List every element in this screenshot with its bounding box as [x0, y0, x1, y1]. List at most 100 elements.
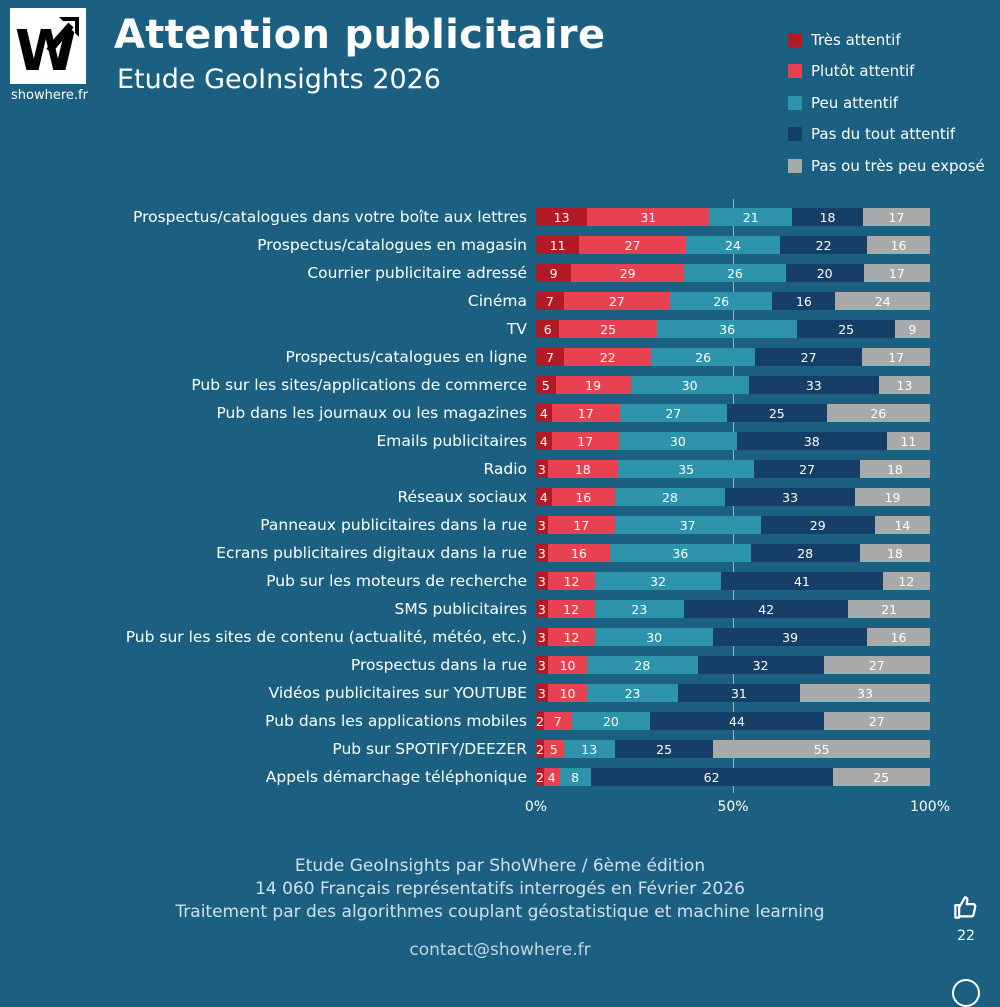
bar-segment: 17: [547, 516, 615, 534]
row-bars: 3 12 30 39 16: [536, 628, 930, 646]
row-label: Pub sur SPOTIFY/DEEZER: [332, 740, 527, 758]
bar-segment: 19: [855, 488, 930, 506]
row-bars: 3 10 28 32 27: [536, 656, 930, 674]
axis-tick: 50%: [717, 799, 749, 815]
row-label: Cinéma: [467, 292, 527, 310]
bar-segment: 33: [748, 376, 879, 394]
row-label: Prospectus/catalogues dans votre boîte a…: [133, 208, 527, 226]
row-label: Pub sur les moteurs de recherche: [266, 572, 527, 590]
row-label: Pub dans les journaux ou les magazines: [216, 404, 527, 422]
bar-segment: 5: [536, 376, 556, 394]
row-bars: 4 17 27 25 26: [536, 404, 930, 422]
row-label: Réseaux sociaux: [397, 488, 527, 506]
bar-segment: 55: [713, 740, 930, 758]
legend-item: Peu attentif: [788, 87, 985, 119]
bar-segment: 13: [878, 376, 930, 394]
row-bars: 2 7 20 44 27: [536, 712, 930, 730]
chart-row: Prospectus/catalogues dans votre boîte a…: [0, 203, 1000, 231]
page-subtitle: Etude GeoInsights 2026: [117, 64, 441, 95]
bar-segment: 27: [754, 460, 860, 478]
chart-row: Vidéos publicitaires sur YOUTUBE 3 10 23 31 3…: [0, 679, 1000, 707]
footer-line-2: 14 060 Français représentatifs interrogé…: [255, 879, 745, 899]
bar-segment: 18: [792, 208, 864, 226]
bar-segment: 29: [571, 264, 685, 282]
bar-segment: 3: [536, 656, 548, 674]
chart-row: Prospectus/catalogues en magasin 11 27 24 22…: [0, 231, 1000, 259]
bar-segment: 3: [536, 460, 548, 478]
bar-segment: 18: [547, 460, 618, 478]
stacked-bar-chart: Prospectus/catalogues dans votre boîte a…: [0, 199, 1000, 820]
bar-segment: 26: [651, 348, 755, 366]
bar-segment: 12: [547, 600, 595, 618]
bar-segment: 62: [590, 768, 833, 786]
bar-segment: 4: [543, 768, 560, 786]
bar-segment: 2: [536, 740, 544, 758]
bar-segment: 23: [594, 600, 685, 618]
bar-segment: 14: [874, 516, 930, 534]
comment-icon[interactable]: [952, 979, 980, 1007]
bar-segment: 25: [727, 404, 827, 422]
bar-segment: 25: [832, 768, 930, 786]
bar-segment: 20: [571, 712, 651, 730]
chart-rows: Prospectus/catalogues dans votre boîte a…: [0, 199, 1000, 793]
chart-row: Cinéma 7 27 26 16 24: [0, 287, 1000, 315]
bar-segment: 16: [551, 488, 615, 506]
footer-line-1: Etude GeoInsights par ShoWhere / 6ème éd…: [294, 856, 706, 876]
axis-tick: 100%: [909, 799, 951, 815]
bar-segment: 26: [669, 292, 773, 310]
row-bars: 11 27 24 22 16: [536, 236, 931, 254]
chart-row: Pub sur les moteurs de recherche 3 12 32 41 1…: [0, 567, 1000, 595]
bar-segment: 25: [797, 320, 895, 338]
page-title: Attention publicitaire: [114, 12, 606, 58]
row-bars: 13 31 21 18 17: [536, 208, 930, 226]
legend: Très attentif Plutôt attentif Peu attentif…: [788, 24, 985, 182]
row-label: Prospectus/catalogues en ligne: [285, 348, 527, 366]
showhere-logo: W: [10, 8, 86, 84]
bar-segment: 41: [721, 572, 883, 590]
bar-segment: 32: [697, 656, 824, 674]
row-label: SMS publicitaires: [394, 600, 527, 618]
bar-segment: 17: [551, 404, 620, 422]
legend-swatch: [788, 32, 802, 47]
bar-segment: 18: [859, 544, 931, 562]
bar-segment: 13: [536, 208, 588, 226]
bar-segment: 13: [563, 740, 615, 758]
bar-segment: 22: [780, 236, 867, 254]
bar-segment: 33: [725, 488, 856, 506]
row-bars: 4 16 28 33 19: [536, 488, 930, 506]
bar-segment: 17: [863, 208, 930, 226]
legend-swatch: [788, 158, 802, 173]
bar-segment: 4: [536, 432, 552, 450]
row-bars: 6 25 36 25 9: [536, 320, 931, 338]
bar-segment: 21: [848, 600, 930, 618]
row-bars: 7 22 26 27 17: [536, 348, 930, 366]
chart-row: TV 6 25 36 25 9: [0, 315, 1000, 343]
row-bars: 3 10 23 31 33: [536, 684, 930, 702]
chart-row: Pub sur les sites de contenu (actualité,…: [0, 623, 1000, 651]
bar-segment: 25: [614, 740, 714, 758]
row-label: Prospectus/catalogues en magasin: [257, 236, 527, 254]
bar-segment: 10: [547, 656, 588, 674]
bar-segment: 31: [587, 208, 710, 226]
bar-segment: 24: [835, 292, 930, 310]
bar-segment: 17: [551, 432, 619, 450]
like-button[interactable]: 22: [944, 892, 988, 944]
row-bars: 7 27 26 16 24: [536, 292, 930, 310]
chart-row: Pub sur les sites/applications de commer…: [0, 371, 1000, 399]
bar-segment: 16: [547, 544, 611, 562]
bar-segment: 21: [709, 208, 793, 226]
bar-segment: 9: [536, 264, 572, 282]
legend-label: Plutôt attentif: [811, 62, 915, 81]
bar-segment: 7: [543, 712, 572, 730]
bar-segment: 2: [536, 712, 544, 730]
chart-row: Prospectus dans la rue 3 10 28 32 27: [0, 651, 1000, 679]
bar-segment: 3: [536, 600, 548, 618]
chart-row: Appels démarchage téléphonique 2 4 8 62 25: [0, 763, 1000, 791]
chart-row: Pub sur SPOTIFY/DEEZER 2 5 13 25 55: [0, 735, 1000, 763]
row-label: Pub sur les sites/applications de commer…: [191, 376, 527, 394]
bar-segment: 39: [713, 628, 867, 646]
bar-segment: 37: [614, 516, 761, 534]
bar-segment: 3: [536, 516, 548, 534]
bar-segment: 6: [536, 320, 560, 338]
bar-segment: 16: [866, 236, 931, 254]
